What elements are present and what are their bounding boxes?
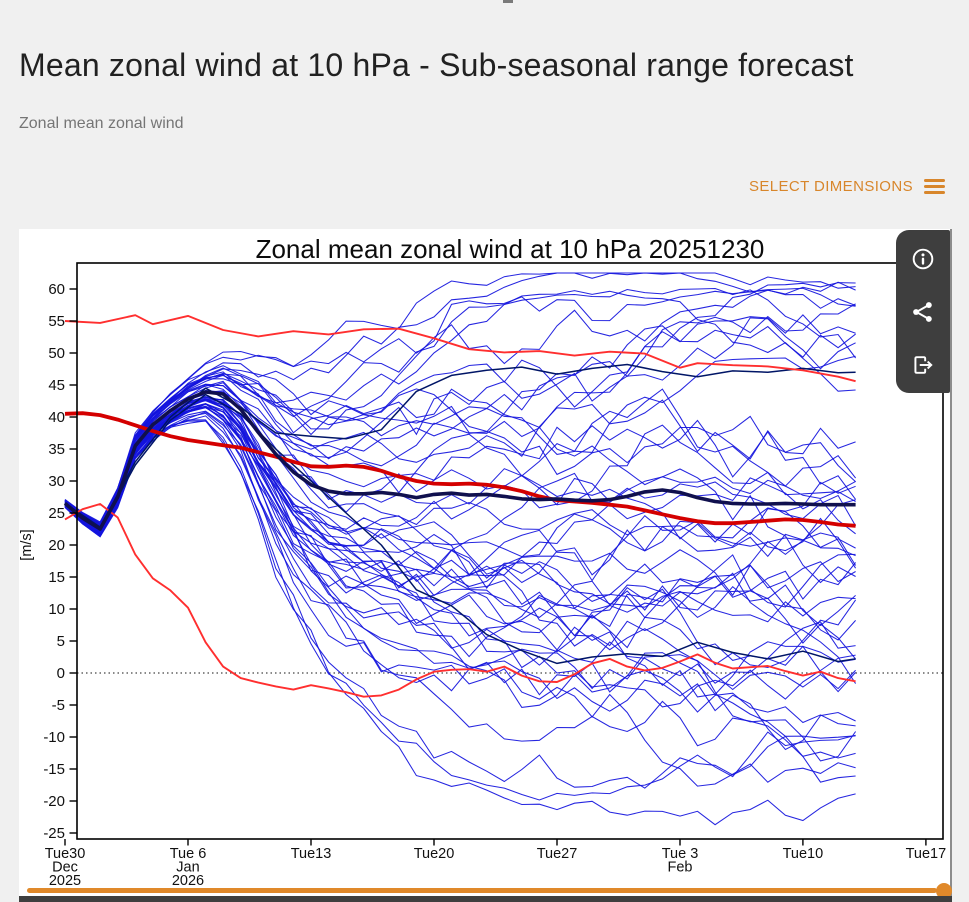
svg-text:50: 50 — [48, 345, 65, 362]
time-slider-handle[interactable] — [936, 883, 952, 899]
horizontal-scrollbar[interactable] — [19, 896, 952, 902]
chart-card: 60 55 50 45 40 35 30 25 20 15 10 5 0 -5 -10 -15 -20 -25 Tu… — [19, 229, 952, 902]
svg-text:30: 30 — [48, 473, 65, 490]
svg-text:Tue13: Tue13 — [291, 846, 332, 862]
page-title: Mean zonal wind at 10 hPa - Sub-seasonal… — [19, 47, 854, 84]
svg-text:55: 55 — [48, 313, 65, 330]
svg-text:Tue27: Tue27 — [537, 846, 578, 862]
chart-title: Zonal mean zonal wind at 10 hPa 20251230 — [256, 234, 765, 264]
select-dimensions-label: SELECT DIMENSIONS — [748, 178, 913, 195]
svg-text:40: 40 — [48, 409, 65, 426]
svg-text:Tue17: Tue17 — [906, 846, 947, 862]
svg-text:60: 60 — [48, 281, 65, 298]
top-scroll-notch — [503, 0, 513, 3]
svg-text:Dec: Dec — [52, 860, 78, 876]
svg-text:Feb: Feb — [668, 860, 693, 876]
plot-frame — [76, 262, 944, 840]
y-axis-label: [m/s] — [19, 529, 35, 560]
svg-text:Tue 3: Tue 3 — [662, 846, 699, 862]
series-dark_member_b — [64, 393, 856, 665]
svg-text:45: 45 — [48, 377, 65, 394]
svg-text:2025: 2025 — [49, 873, 81, 885]
ensemble-members — [64, 272, 857, 826]
chart-toolbar — [896, 230, 950, 393]
svg-text:-10: -10 — [43, 729, 65, 746]
hamburger-icon — [924, 179, 945, 194]
svg-text:2026: 2026 — [172, 873, 204, 885]
page-subtitle: Zonal mean zonal wind — [19, 115, 184, 132]
svg-text:5: 5 — [57, 633, 65, 650]
svg-text:Tue 6: Tue 6 — [170, 846, 207, 862]
svg-text:35: 35 — [48, 441, 65, 458]
svg-text:10: 10 — [48, 601, 65, 618]
svg-text:-20: -20 — [43, 793, 65, 810]
series-climatology_median — [64, 411, 856, 528]
forecast-chart: 605550454035302520151050-5-10-15-20-25Tu… — [19, 234, 946, 885]
series-climatology_lower — [64, 503, 856, 698]
export-icon — [914, 355, 933, 374]
share-icon — [913, 301, 932, 322]
svg-text:15: 15 — [48, 569, 65, 586]
svg-text:-5: -5 — [52, 697, 65, 714]
svg-text:25: 25 — [48, 505, 65, 522]
svg-text:Tue30: Tue30 — [45, 846, 86, 862]
export-button[interactable] — [896, 340, 950, 390]
svg-text:-15: -15 — [43, 761, 65, 778]
info-button[interactable] — [896, 234, 950, 284]
svg-text:Tue10: Tue10 — [783, 846, 824, 862]
time-slider-track[interactable] — [27, 888, 937, 893]
select-dimensions-button[interactable]: SELECT DIMENSIONS — [749, 178, 945, 195]
share-button[interactable] — [896, 287, 950, 337]
svg-text:20: 20 — [48, 537, 65, 554]
svg-text:Jan: Jan — [176, 860, 199, 876]
svg-text:Tue20: Tue20 — [414, 846, 455, 862]
series-climatology_upper — [64, 314, 856, 383]
series-ensemble_mean — [63, 390, 856, 531]
info-icon — [912, 248, 934, 269]
svg-text:0: 0 — [57, 665, 65, 682]
svg-text:-25: -25 — [43, 825, 65, 842]
axes: 605550454035302520151050-5-10-15-20-25Tu… — [43, 281, 946, 885]
